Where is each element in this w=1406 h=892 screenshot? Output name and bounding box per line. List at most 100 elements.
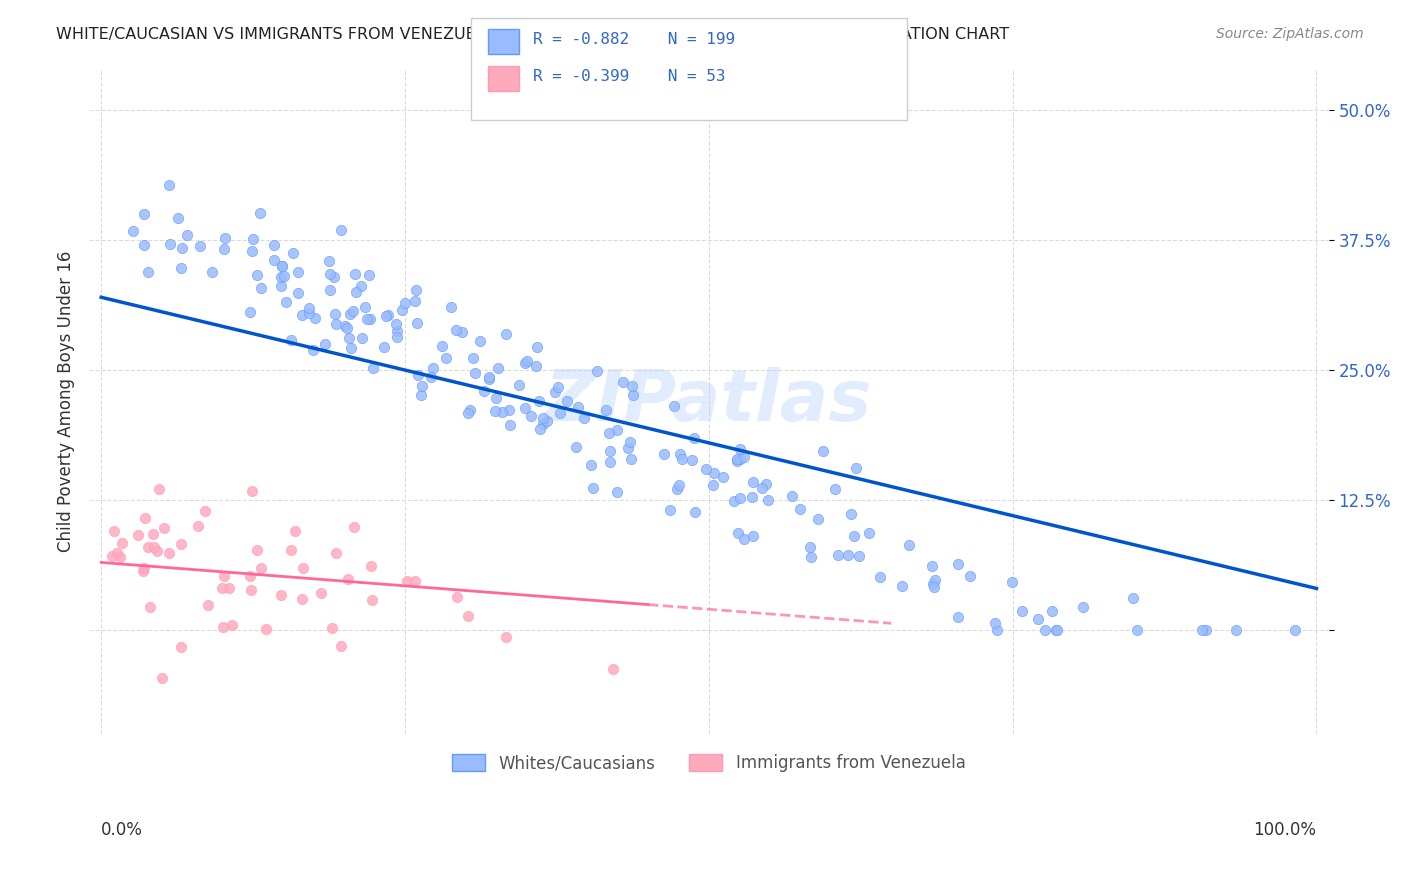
Point: [270, 588, 292, 602]
Point: [323, 270, 346, 285]
Point: [579, 458, 602, 472]
Point: [460, 403, 482, 417]
Point: [405, 283, 427, 297]
Point: [134, 206, 156, 220]
Point: [586, 364, 609, 378]
Point: [1122, 591, 1144, 606]
Point: [664, 400, 686, 414]
Text: R = -0.399    N = 53: R = -0.399 N = 53: [533, 70, 725, 84]
Point: [301, 343, 323, 357]
Point: [811, 444, 834, 458]
Point: [250, 561, 273, 575]
Point: [360, 593, 382, 607]
Point: [595, 402, 617, 417]
Point: [304, 311, 326, 326]
Point: [827, 548, 849, 562]
Point: [599, 455, 621, 469]
Point: [598, 425, 620, 440]
Point: [336, 321, 359, 335]
Point: [194, 504, 217, 518]
Point: [451, 325, 474, 339]
Point: [273, 269, 295, 284]
Point: [799, 540, 821, 554]
Point: [270, 270, 292, 285]
Point: [406, 368, 429, 383]
Point: [134, 510, 156, 524]
Point: [284, 524, 307, 538]
Point: [986, 623, 1008, 637]
Point: [728, 452, 751, 467]
Point: [111, 536, 134, 550]
Point: [606, 484, 628, 499]
Point: [249, 206, 271, 220]
Point: [342, 304, 364, 318]
Point: [461, 351, 484, 365]
Point: [1011, 603, 1033, 617]
Point: [599, 444, 621, 458]
Point: [845, 461, 868, 475]
Point: [143, 540, 166, 554]
Point: [837, 548, 859, 562]
Point: [270, 279, 292, 293]
Point: [336, 572, 359, 586]
Point: [728, 442, 751, 456]
Point: [153, 520, 176, 534]
Point: [728, 491, 751, 505]
Point: [350, 279, 373, 293]
Point: [270, 259, 292, 273]
Point: [741, 491, 763, 505]
Point: [572, 410, 595, 425]
Point: [491, 405, 513, 419]
Point: [620, 378, 643, 392]
Point: [354, 300, 377, 314]
Point: [325, 546, 347, 560]
Point: [756, 492, 779, 507]
Point: [531, 410, 554, 425]
Point: [654, 447, 676, 461]
Legend: Whites/Caucasians, Immigrants from Venezuela: Whites/Caucasians, Immigrants from Venez…: [446, 747, 972, 779]
Point: [898, 538, 921, 552]
Point: [519, 409, 541, 423]
Point: [361, 361, 384, 376]
Point: [567, 401, 589, 415]
Point: [105, 546, 128, 560]
Point: [176, 228, 198, 243]
Point: [283, 246, 305, 260]
Point: [318, 267, 340, 281]
Point: [513, 356, 536, 370]
Y-axis label: Child Poverty Among Boys Under 16: Child Poverty Among Boys Under 16: [58, 251, 75, 552]
Point: [858, 526, 880, 541]
Point: [485, 391, 508, 405]
Point: [531, 417, 554, 432]
Point: [357, 268, 380, 282]
Point: [170, 640, 193, 655]
Point: [1045, 623, 1067, 637]
Point: [287, 285, 309, 300]
Point: [807, 512, 830, 526]
Point: [108, 549, 131, 564]
Point: [325, 318, 347, 332]
Point: [723, 494, 745, 508]
Point: [172, 242, 194, 256]
Point: [619, 434, 641, 449]
Text: 100.0%: 100.0%: [1254, 821, 1316, 838]
Point: [478, 369, 501, 384]
Point: [394, 296, 416, 310]
Point: [536, 414, 558, 428]
Point: [620, 452, 643, 467]
Point: [240, 484, 263, 499]
Point: [240, 583, 263, 598]
Point: [470, 334, 492, 349]
Point: [291, 591, 314, 606]
Point: [484, 404, 506, 418]
Point: [352, 331, 374, 345]
Point: [702, 477, 724, 491]
Point: [499, 418, 522, 433]
Point: [343, 519, 366, 533]
Point: [212, 619, 235, 633]
Point: [385, 324, 408, 338]
Point: [254, 622, 277, 636]
Point: [703, 466, 725, 480]
Point: [420, 369, 443, 384]
Point: [725, 454, 748, 468]
